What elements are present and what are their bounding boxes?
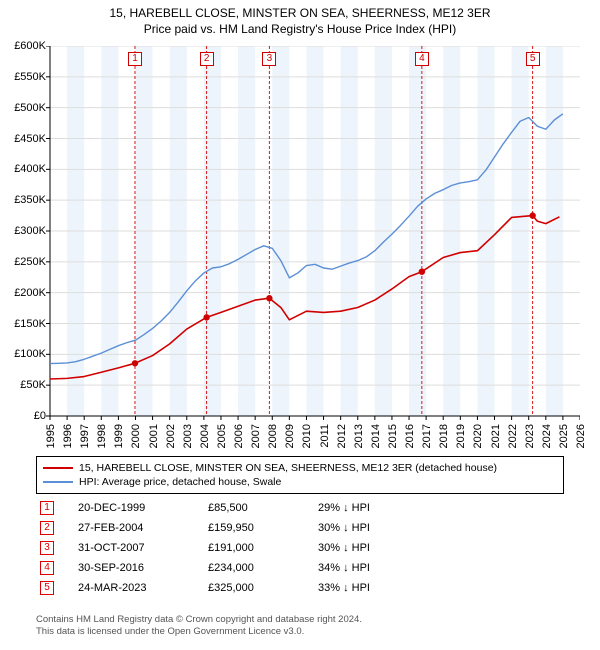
legend-label-hpi: HPI: Average price, detached house, Swal… xyxy=(79,476,281,488)
table-price: £191,000 xyxy=(208,542,318,554)
legend: 15, HAREBELL CLOSE, MINSTER ON SEA, SHEE… xyxy=(36,456,564,494)
title-subtitle: Price paid vs. HM Land Registry's House … xyxy=(0,22,600,36)
x-axis-label: 2011 xyxy=(319,424,331,448)
x-axis-label: 1999 xyxy=(113,424,125,448)
x-axis-label: 2000 xyxy=(130,424,142,448)
legend-swatch-hpi xyxy=(43,481,73,483)
x-axis-label: 1996 xyxy=(62,424,74,448)
x-axis-label: 2020 xyxy=(472,424,484,448)
legend-row-price-paid: 15, HAREBELL CLOSE, MINSTER ON SEA, SHEE… xyxy=(43,461,557,475)
y-axis-label: £350K xyxy=(0,194,46,206)
table-date: 24-MAR-2023 xyxy=(78,582,208,594)
footer-line2: This data is licensed under the Open Gov… xyxy=(36,626,362,638)
x-axis-label: 2021 xyxy=(490,424,502,448)
x-axis-label: 2025 xyxy=(558,424,570,448)
chart-plot-area xyxy=(50,46,580,416)
legend-label-price-paid: 15, HAREBELL CLOSE, MINSTER ON SEA, SHEE… xyxy=(79,462,497,474)
x-axis-label: 2016 xyxy=(404,424,416,448)
y-axis-label: £550K xyxy=(0,71,46,83)
table-price: £159,950 xyxy=(208,522,318,534)
y-axis-label: £50K xyxy=(0,379,46,391)
table-marker: 5 xyxy=(40,581,54,595)
sale-marker-box: 3 xyxy=(262,52,276,66)
table-marker: 3 xyxy=(40,541,54,555)
x-axis-label: 2005 xyxy=(216,424,228,448)
y-axis-label: £500K xyxy=(0,102,46,114)
sale-marker-box: 2 xyxy=(200,52,214,66)
table-price: £325,000 xyxy=(208,582,318,594)
x-axis-label: 2022 xyxy=(507,424,519,448)
sale-marker-box: 1 xyxy=(128,52,142,66)
table-price: £85,500 xyxy=(208,502,318,514)
chart-svg xyxy=(45,46,580,422)
x-axis-label: 2014 xyxy=(370,424,382,448)
legend-swatch-price-paid xyxy=(43,467,73,469)
table-row: 2 27-FEB-2004£159,95030% ↓ HPI xyxy=(36,518,564,538)
table-row: 5 24-MAR-2023£325,00033% ↓ HPI xyxy=(36,578,564,598)
x-axis-label: 2004 xyxy=(199,424,211,448)
y-axis-label: £250K xyxy=(0,256,46,268)
y-axis-label: £600K xyxy=(0,40,46,52)
x-axis-label: 2019 xyxy=(455,424,467,448)
table-date: 27-FEB-2004 xyxy=(78,522,208,534)
table-diff: 29% ↓ HPI xyxy=(318,502,438,514)
table-date: 31-OCT-2007 xyxy=(78,542,208,554)
sale-marker-box: 5 xyxy=(526,52,540,66)
table-marker: 1 xyxy=(40,501,54,515)
x-axis-label: 2007 xyxy=(250,424,262,448)
x-axis-label: 2006 xyxy=(233,424,245,448)
x-axis-label: 1998 xyxy=(96,424,108,448)
y-axis-label: £200K xyxy=(0,287,46,299)
x-axis-label: 2026 xyxy=(575,424,587,448)
table-row: 4 30-SEP-2016£234,00034% ↓ HPI xyxy=(36,558,564,578)
table-date: 30-SEP-2016 xyxy=(78,562,208,574)
y-axis-label: £100K xyxy=(0,348,46,360)
x-axis-label: 1997 xyxy=(79,424,91,448)
sale-marker-box: 4 xyxy=(415,52,429,66)
table-price: £234,000 xyxy=(208,562,318,574)
sales-table: 1 20-DEC-1999£85,50029% ↓ HPI 2 27-FEB-2004… xyxy=(36,498,564,598)
y-axis-label: £300K xyxy=(0,225,46,237)
x-axis-label: 2009 xyxy=(284,424,296,448)
x-axis-label: 2010 xyxy=(301,424,313,448)
y-axis-label: £0 xyxy=(0,410,46,422)
footer: Contains HM Land Registry data © Crown c… xyxy=(36,614,362,638)
x-axis-label: 2008 xyxy=(267,424,279,448)
table-diff: 33% ↓ HPI xyxy=(318,582,438,594)
y-axis-label: £150K xyxy=(0,318,46,330)
x-axis-label: 2003 xyxy=(182,424,194,448)
titles: 15, HAREBELL CLOSE, MINSTER ON SEA, SHEE… xyxy=(0,0,600,36)
x-axis-label: 2023 xyxy=(524,424,536,448)
x-axis-label: 2012 xyxy=(336,424,348,448)
x-axis-label: 2024 xyxy=(541,424,553,448)
table-diff: 34% ↓ HPI xyxy=(318,562,438,574)
x-axis-label: 2018 xyxy=(438,424,450,448)
x-axis-label: 2002 xyxy=(165,424,177,448)
table-marker: 4 xyxy=(40,561,54,575)
table-date: 20-DEC-1999 xyxy=(78,502,208,514)
y-axis-label: £400K xyxy=(0,163,46,175)
x-axis-label: 1995 xyxy=(45,424,57,448)
table-row: 1 20-DEC-1999£85,50029% ↓ HPI xyxy=(36,498,564,518)
y-axis-label: £450K xyxy=(0,133,46,145)
table-diff: 30% ↓ HPI xyxy=(318,522,438,534)
x-axis-label: 2001 xyxy=(148,424,160,448)
figure-root: 15, HAREBELL CLOSE, MINSTER ON SEA, SHEE… xyxy=(0,0,600,650)
table-marker: 2 xyxy=(40,521,54,535)
footer-line1: Contains HM Land Registry data © Crown c… xyxy=(36,614,362,626)
table-row: 3 31-OCT-2007£191,00030% ↓ HPI xyxy=(36,538,564,558)
x-axis-label: 2017 xyxy=(421,424,433,448)
x-axis-label: 2015 xyxy=(387,424,399,448)
table-diff: 30% ↓ HPI xyxy=(318,542,438,554)
title-address: 15, HAREBELL CLOSE, MINSTER ON SEA, SHEE… xyxy=(0,6,600,20)
legend-row-hpi: HPI: Average price, detached house, Swal… xyxy=(43,475,557,489)
x-axis-label: 2013 xyxy=(353,424,365,448)
